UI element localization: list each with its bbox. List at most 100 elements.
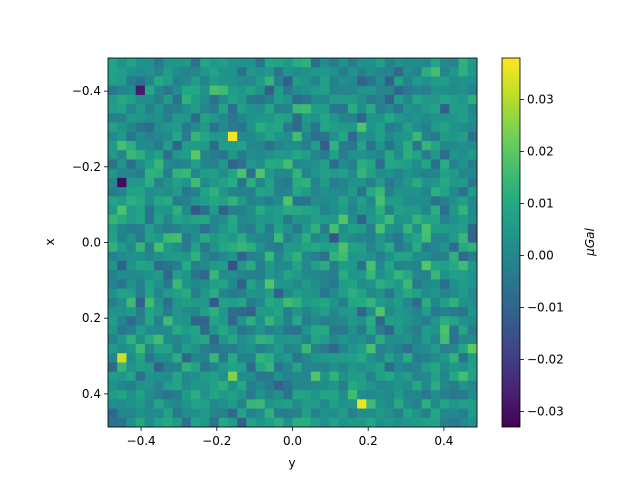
heatmap-cell [274,85,284,96]
heatmap-cell [403,288,413,299]
heatmap-cell [403,94,413,105]
heatmap-cell [357,270,367,280]
heatmap-cell [393,371,404,382]
heatmap-cell [292,67,303,77]
heatmap-cell [200,270,210,280]
heatmap-cell [421,390,432,400]
heatmap-cell [320,251,330,262]
heatmap-cell [449,371,459,382]
heatmap-cell [440,187,450,197]
heatmap-cell [237,353,247,363]
heatmap-cell [181,76,192,87]
heatmap-cell [366,177,376,188]
heatmap-cell [163,224,173,234]
heatmap-cell [458,76,469,87]
heatmap-cell [412,131,423,142]
heatmap-cell [393,307,404,317]
heatmap-cell [347,260,358,271]
heatmap-cell [246,371,257,382]
heatmap-cell [338,251,349,262]
heatmap-cell [126,307,137,317]
heatmap-cell [292,380,303,391]
heatmap-cell [357,288,367,299]
heatmap-cell [181,168,192,179]
heatmap-cell [449,113,459,123]
heatmap-cell [163,196,173,207]
heatmap-cell [440,279,450,290]
heatmap-cell [135,325,146,336]
heatmap-cell [347,343,358,354]
heatmap-cell [255,94,266,105]
heatmap-cell [209,150,220,160]
heatmap-cell [181,380,192,391]
heatmap-cell [218,251,229,262]
heatmap-cell [449,177,459,188]
heatmap-cell [458,233,469,243]
heatmap-cell [227,94,238,105]
heatmap-cell [255,159,266,170]
heatmap-cell [144,113,155,123]
heatmap-cell [393,408,404,419]
heatmap-cell [421,214,432,225]
heatmap-cell [172,334,183,345]
heatmap-cell [237,233,247,243]
heatmap-cell [292,196,303,207]
heatmap-cell [255,67,266,77]
heatmap-cell [274,159,284,170]
heatmap-cell [144,131,155,142]
heatmap-cell [393,76,404,87]
heatmap-cell [172,85,183,96]
heatmap-cell [126,94,137,105]
heatmap-cell [108,94,118,105]
heatmap-cell [393,390,404,400]
heatmap-cell [283,399,293,409]
heatmap-cell [421,279,432,290]
heatmap-cell [366,58,376,68]
heatmap-cell [430,270,441,280]
heatmap-cell [255,196,266,207]
heatmap-cell [430,408,441,419]
heatmap-cell [467,131,478,142]
heatmap-cell [163,408,173,419]
heatmap-cell [384,159,395,170]
heatmap-cell [320,316,330,326]
heatmap-cell [347,214,358,225]
heatmap-cell [338,214,349,225]
heatmap-cell [366,113,376,123]
heatmap-cell [154,196,164,207]
heatmap-cell [283,334,293,345]
heatmap-cell [430,177,441,188]
heatmap-cell [440,104,450,114]
heatmap-cell [320,67,330,77]
heatmap-cell [255,417,266,428]
heatmap-cell [440,233,450,243]
heatmap-cell [467,242,478,253]
heatmap-cell [320,205,330,216]
heatmap-cell [274,233,284,243]
heatmap-cell [126,177,137,188]
heatmap-cell [264,214,275,225]
heatmap-cell [126,343,137,354]
heatmap-cell [449,58,459,68]
heatmap-cell [209,85,220,96]
heatmap-cell [154,242,164,253]
heatmap-cell [393,353,404,363]
heatmap-cell [301,353,312,363]
heatmap-cell [200,371,210,382]
heatmap-cell [117,334,127,345]
heatmap-cell [126,279,137,290]
heatmap-cell [393,94,404,105]
heatmap-cell [108,131,118,142]
heatmap-cell [384,242,395,253]
heatmap-cell [218,131,229,142]
heatmap-cell [181,260,192,271]
heatmap-cell [163,141,173,151]
heatmap-cell [357,76,367,87]
heatmap-cell [329,279,340,290]
heatmap-cell [108,187,118,197]
heatmap-cell [237,279,247,290]
heatmap-cell [393,242,404,253]
heatmap-cell [264,104,275,114]
heatmap-cell [384,251,395,262]
heatmap-cell [412,187,423,197]
